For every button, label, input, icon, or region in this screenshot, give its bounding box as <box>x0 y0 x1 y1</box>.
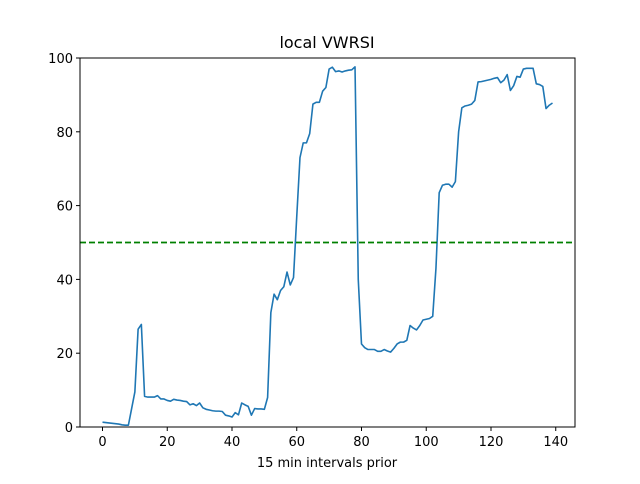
x-axis-label: 15 min intervals prior <box>257 456 398 471</box>
chart-title: local VWRSI <box>279 33 374 52</box>
plot-frame <box>79 57 576 428</box>
x-tick-label: 40 <box>224 435 241 450</box>
x-tick-label: 100 <box>414 435 439 450</box>
x-tick-label: 20 <box>159 435 176 450</box>
x-tick-label: 140 <box>543 435 568 450</box>
y-tick-label: 40 <box>56 273 73 288</box>
y-tick-label: 20 <box>56 347 73 362</box>
data-line <box>102 66 553 426</box>
x-tick-label: 0 <box>98 435 106 450</box>
x-tick-label: 60 <box>288 435 305 450</box>
y-tick-label: 80 <box>56 126 73 141</box>
y-tick-label: 100 <box>48 52 73 67</box>
x-tick-label: 80 <box>353 435 370 450</box>
x-tick-label: 120 <box>479 435 504 450</box>
y-tick-label: 0 <box>65 421 73 436</box>
y-tick-label: 60 <box>56 200 73 215</box>
